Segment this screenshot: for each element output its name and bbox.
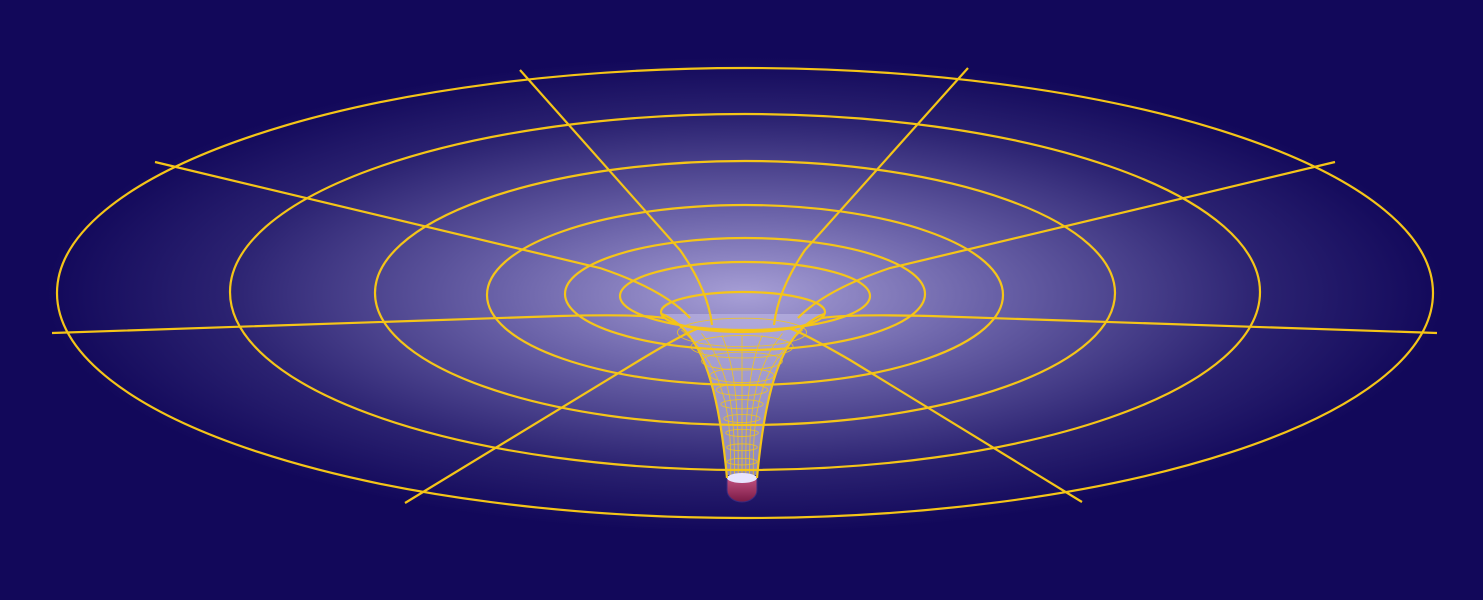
ring: [618, 260, 872, 332]
glow: [45, 55, 1445, 535]
ring: [659, 290, 827, 334]
funnel-grid-line: [701, 333, 735, 479]
radial-line: [772, 67, 969, 326]
funnel-edge: [755, 312, 825, 479]
funnel-grid-line: [752, 329, 804, 479]
funnel-edge: [661, 312, 729, 479]
funnel-cap: [726, 477, 758, 503]
funnel-grid-line: [721, 335, 739, 480]
radial-line: [404, 326, 701, 504]
radial-line: [519, 69, 714, 326]
ring: [563, 236, 927, 352]
funnel-grid-line: [680, 329, 732, 479]
radial-line: [154, 160, 691, 319]
ring: [373, 159, 1117, 427]
radial-line: [51, 314, 665, 335]
funnel-grid-line: [749, 333, 783, 479]
funnel-mesh: [676, 317, 808, 480]
funnel-grid-line: [745, 335, 763, 480]
funnel-cap-top: [727, 473, 757, 483]
radial-line: [787, 326, 1083, 503]
radial-line: [797, 160, 1336, 319]
ring: [55, 66, 1435, 520]
radial-line: [821, 314, 1438, 335]
ring: [228, 112, 1262, 472]
ring: [485, 203, 1005, 387]
